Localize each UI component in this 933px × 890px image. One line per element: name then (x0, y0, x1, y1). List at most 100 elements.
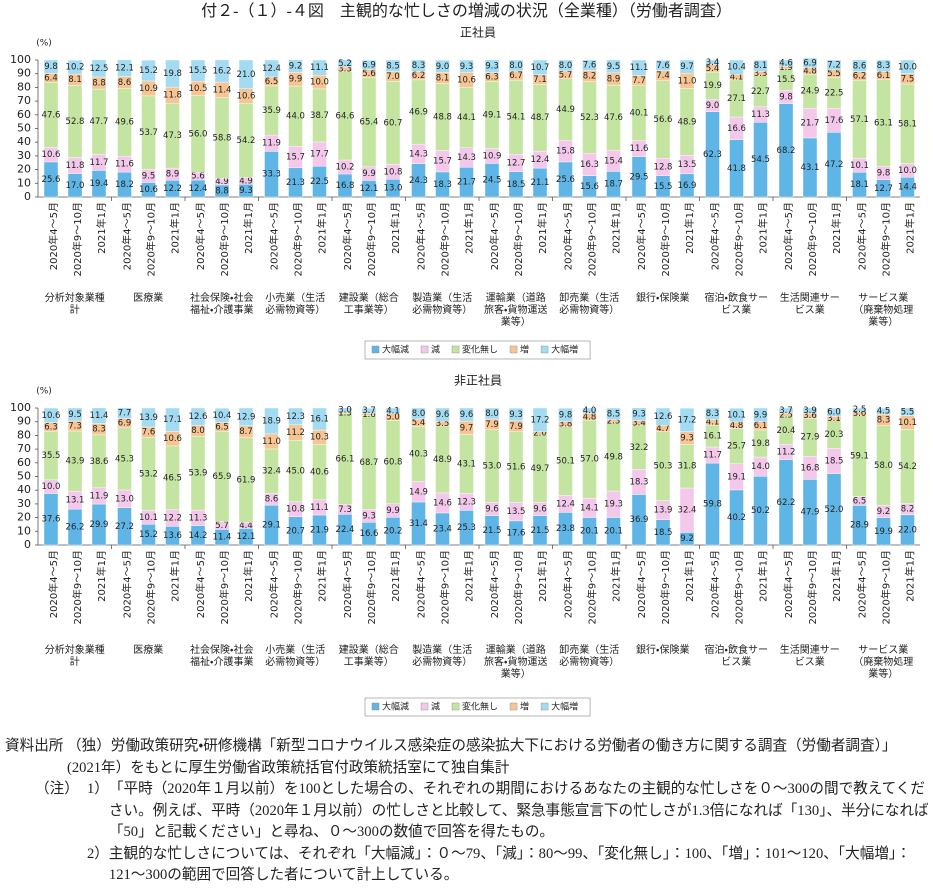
data-label: 12.1 (115, 64, 134, 74)
data-label: 36.9 (630, 515, 649, 525)
data-label: 21.1 (531, 178, 550, 188)
data-label: 9.8 (44, 62, 58, 72)
x-tick-label: 2020年9～10月 (586, 202, 599, 277)
x-tick-label: 2021年1月 (904, 550, 917, 602)
data-label: 7.5 (901, 74, 915, 84)
data-label: 47.3 (163, 131, 182, 141)
bar-segment (190, 59, 206, 82)
data-label: 10.1 (850, 161, 869, 171)
data-label: 9.8 (559, 410, 573, 420)
x-tick-label: 2021年1月 (904, 202, 917, 254)
bar-segment (435, 407, 450, 422)
x-tick-label: 2020年4～5月 (562, 550, 575, 618)
data-label: 13.9 (654, 506, 673, 516)
data-label: 62.2 (777, 498, 796, 508)
data-label: 50.1 (556, 457, 575, 467)
group-label: 小売業（生活必需物資等） (265, 645, 326, 668)
data-label: 8.1 (754, 61, 768, 71)
bar-segment (876, 59, 891, 72)
data-label: 19.1 (727, 472, 746, 482)
data-label: 12.3 (457, 497, 476, 507)
data-label: 11.7 (90, 158, 109, 168)
data-label: 8.5 (607, 409, 621, 419)
data-label: 9.9 (386, 506, 400, 516)
data-label: 58.8 (213, 133, 232, 143)
data-label: 11.6 (115, 160, 134, 170)
x-tick-label: 2020年9～10月 (292, 202, 305, 277)
data-label: 12.2 (163, 514, 182, 524)
data-label: 61.9 (237, 475, 256, 485)
data-label: 47.9 (801, 508, 820, 518)
source-text: （独）労働政策研究・研修機構「新型コロナウイルス感染症の感染拡大下における労働者… (67, 738, 897, 776)
x-tick-label: 2021年1月 (389, 550, 402, 602)
data-label: 41.8 (727, 164, 746, 174)
data-label: 12.4 (556, 499, 575, 509)
data-label: 19.4 (90, 179, 109, 189)
y-tick-label: 90 (17, 67, 31, 80)
group-label: 建設業（総合工事業等） (338, 293, 399, 316)
data-label: 7.6 (583, 61, 597, 71)
data-label: 10.2 (66, 63, 85, 73)
x-tick-label: 2021年1月 (242, 550, 255, 602)
bar-segment (361, 407, 377, 414)
data-label: 57.1 (850, 115, 869, 125)
group-label: 製造業（生活必需物資等） (412, 293, 473, 316)
x-tick-label: 2020年4～5月 (341, 202, 354, 270)
data-label: 48.7 (531, 113, 550, 123)
data-label: 11.4 (213, 85, 232, 95)
chart-subtitle: 正社員 (460, 25, 496, 40)
data-label: 3.3 (338, 65, 352, 75)
bar-segment (508, 407, 524, 422)
data-label: 21.7 (457, 178, 476, 188)
data-label: 25.6 (42, 175, 61, 185)
data-label: 47.6 (42, 110, 61, 120)
bar-segment (826, 407, 842, 417)
x-tick-label: 2020年4～5月 (47, 550, 60, 618)
data-label: 21.5 (483, 526, 502, 536)
bar-segment (91, 407, 107, 424)
data-label: 18.3 (630, 477, 649, 487)
data-label: 4.7 (656, 424, 670, 434)
data-label: 6.9 (118, 419, 132, 429)
data-label: 24.5 (483, 176, 502, 186)
data-label: 6.0 (827, 408, 841, 418)
data-label: 3.7 (779, 406, 793, 416)
data-label: 8.3 (706, 409, 720, 419)
bar-segment (631, 59, 647, 76)
data-label: 22.5 (310, 177, 329, 187)
legend-label: 大幅減 (382, 344, 409, 356)
data-label: 4.9 (215, 177, 229, 187)
data-label: 4.8 (583, 412, 597, 422)
data-label: 10.6 (237, 92, 256, 102)
data-label: 16.1 (310, 415, 329, 425)
data-label: 2.5 (779, 410, 793, 420)
bar-segment (435, 59, 450, 73)
bar-segment (165, 59, 180, 88)
data-label: 43.9 (66, 457, 85, 467)
data-label: 14.6 (433, 498, 452, 508)
data-label: 22.4 (336, 525, 355, 535)
data-label: 6.5 (265, 77, 279, 87)
data-label: 11.0 (678, 76, 697, 86)
data-label: 47.7 (90, 117, 109, 127)
data-label: 3.4 (706, 58, 720, 68)
data-label: 9.8 (877, 168, 891, 178)
y-tick-label: 20 (17, 163, 31, 176)
group-label: 銀行・保険業 (636, 293, 690, 304)
data-label: 24.9 (801, 87, 820, 97)
data-label: 49.6 (115, 118, 134, 128)
data-label: 8.6 (118, 78, 132, 88)
data-label: 14.2 (189, 531, 208, 541)
x-tick-label: 2020年4～5月 (268, 550, 281, 618)
data-label: 13.5 (678, 160, 697, 170)
bar-segment (582, 59, 597, 71)
data-label: 10.7 (531, 63, 550, 73)
data-label: 45.3 (115, 454, 134, 464)
legend-label: 増 (520, 344, 529, 356)
data-label: 52.3 (580, 113, 599, 123)
data-label: 52.8 (66, 117, 85, 127)
data-label: 13.9 (139, 413, 158, 423)
data-label: 59.8 (703, 500, 722, 510)
bar-segment (852, 59, 867, 72)
bar-segment (655, 407, 671, 426)
